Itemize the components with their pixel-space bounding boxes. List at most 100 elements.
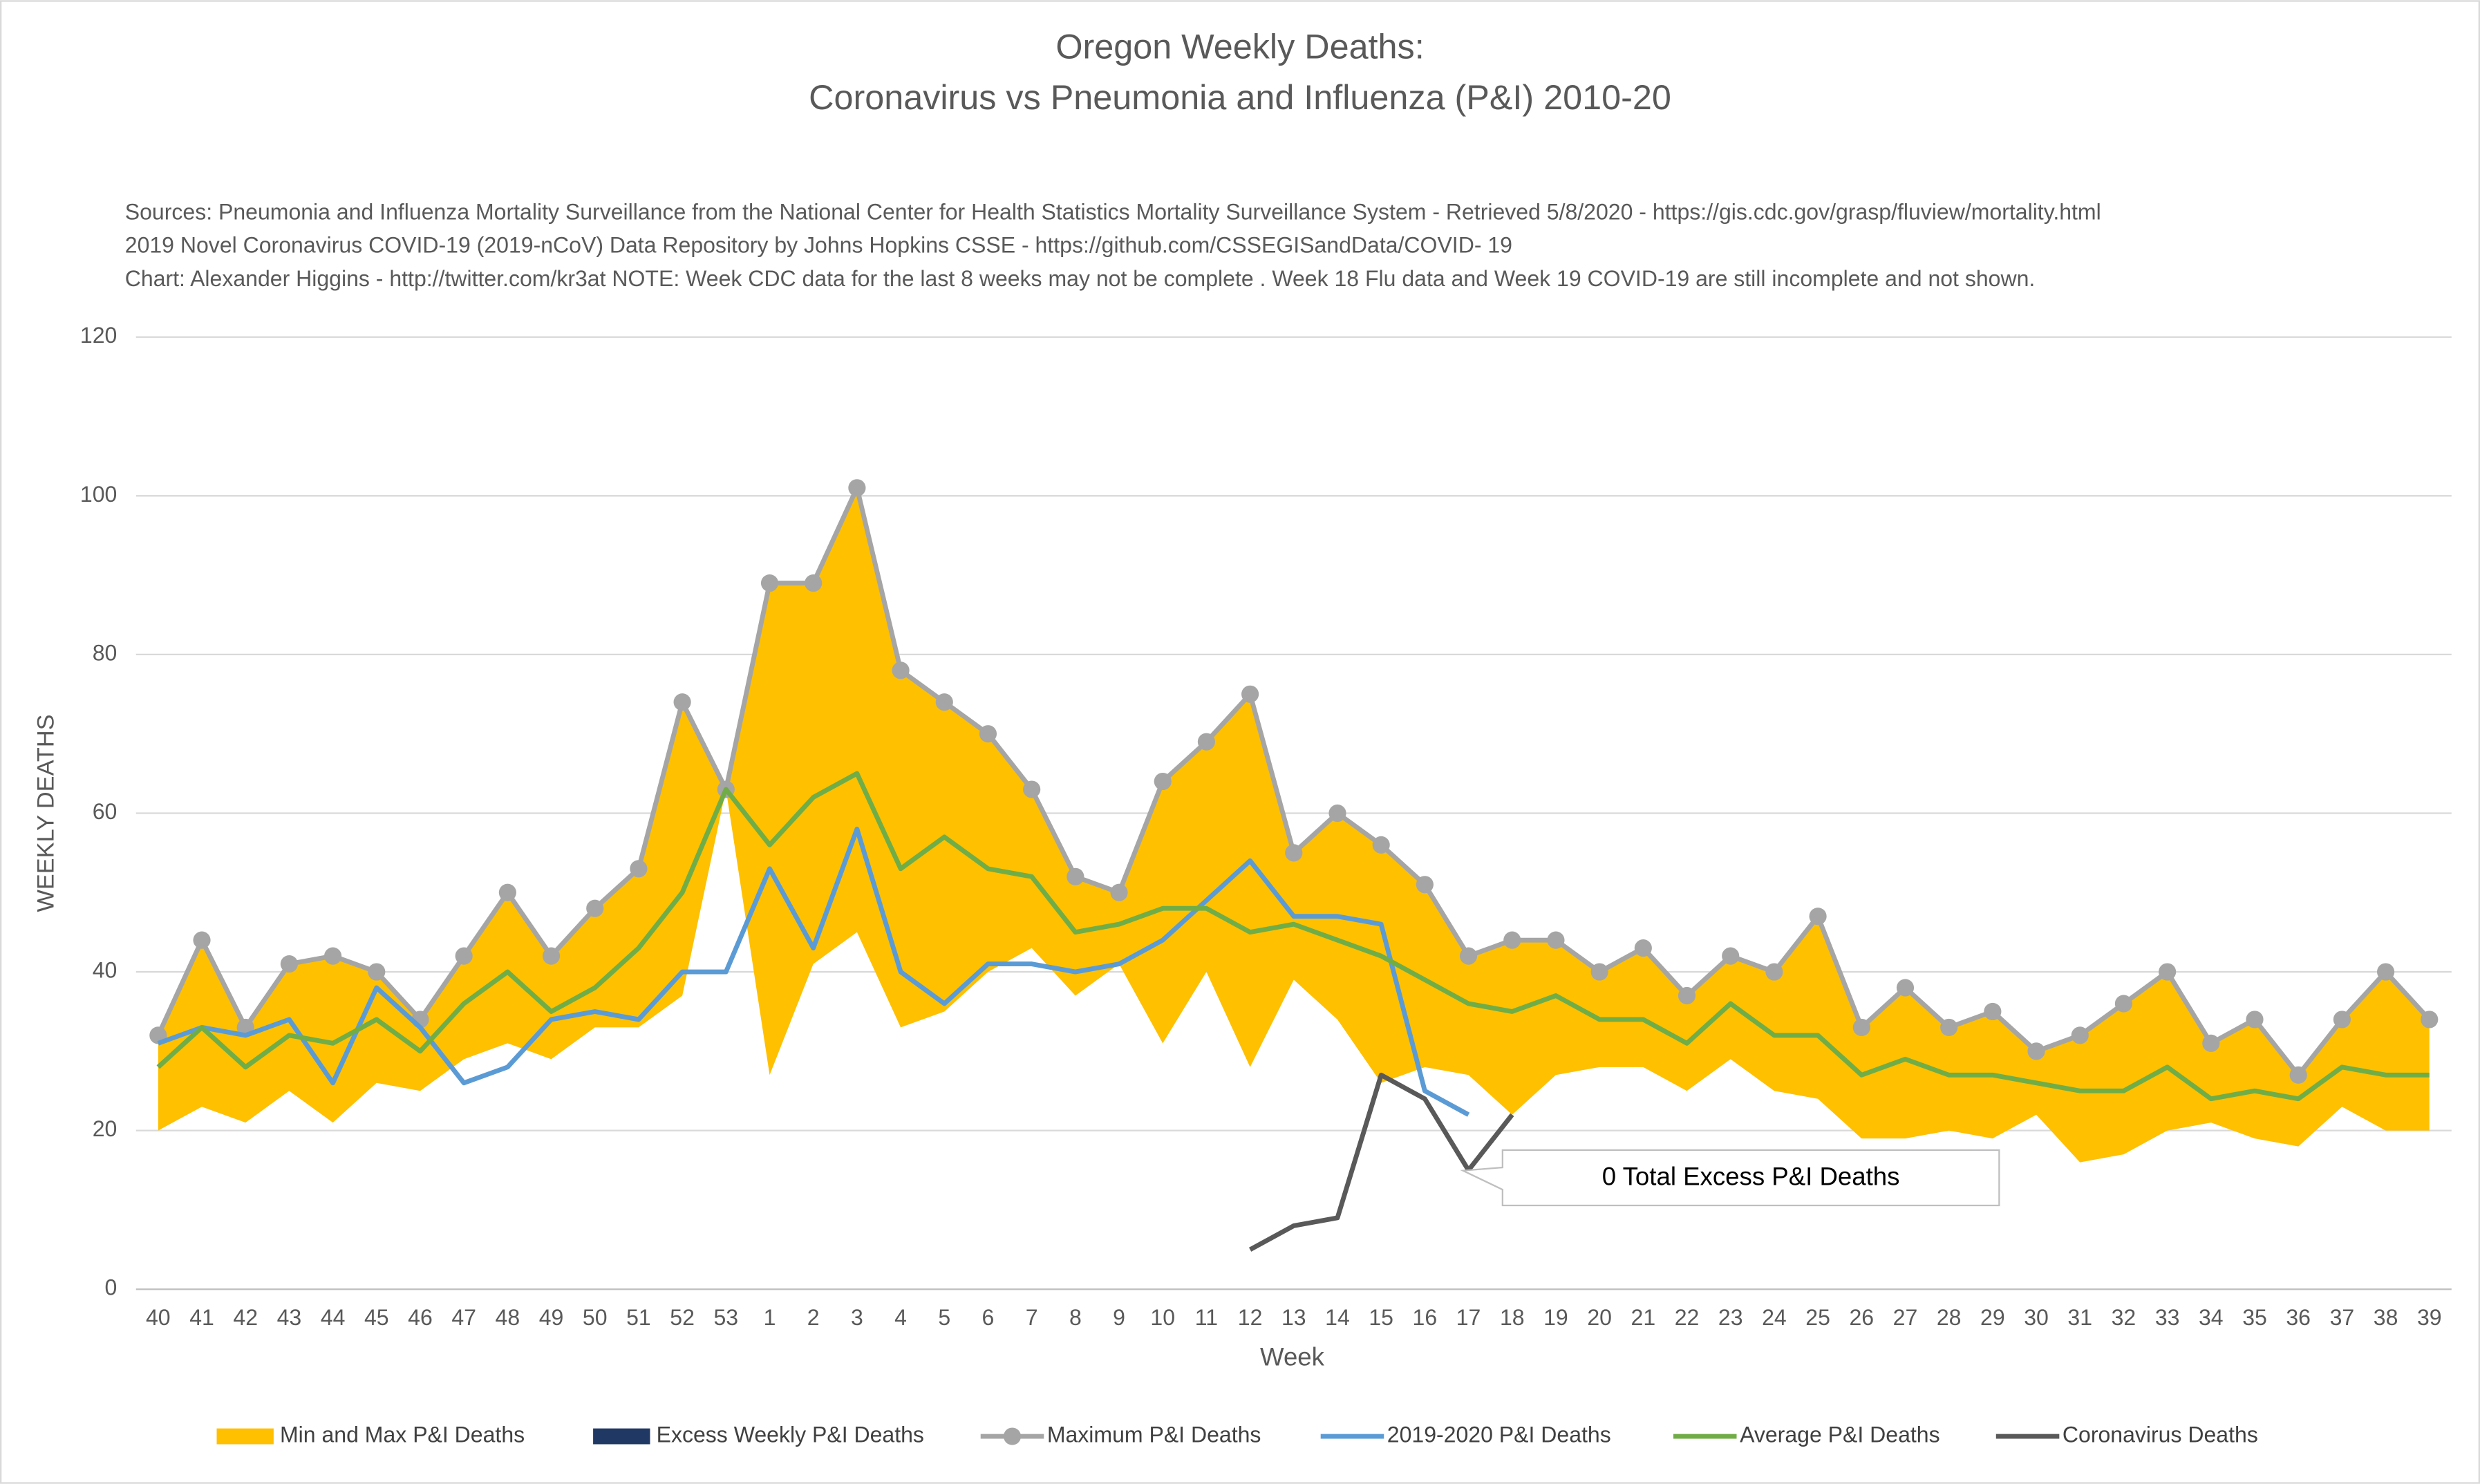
x-tick-label: 49 bbox=[539, 1305, 564, 1330]
marker bbox=[324, 947, 342, 965]
x-tick-label: 34 bbox=[2199, 1305, 2224, 1330]
marker bbox=[2421, 1011, 2439, 1029]
legend-swatch bbox=[593, 1428, 650, 1445]
y-tick-label: 80 bbox=[93, 640, 118, 665]
x-tick-label: 42 bbox=[233, 1305, 258, 1330]
legend-label: 2019-2020 P&I Deaths bbox=[1387, 1422, 1611, 1447]
x-axis-label: Week bbox=[1260, 1343, 1325, 1371]
marker bbox=[1416, 876, 1434, 894]
x-tick-label: 7 bbox=[1026, 1305, 1038, 1330]
marker bbox=[1197, 733, 1216, 751]
marker bbox=[1503, 931, 1521, 949]
x-tick-label: 32 bbox=[2112, 1305, 2136, 1330]
marker bbox=[2333, 1011, 2351, 1029]
x-tick-label: 33 bbox=[2155, 1305, 2180, 1330]
legend-marker bbox=[1003, 1427, 1022, 1445]
y-axis-label: WEEKLY DEATHS bbox=[33, 714, 59, 912]
x-tick-label: 44 bbox=[321, 1305, 346, 1330]
marker bbox=[848, 479, 866, 497]
x-tick-label: 40 bbox=[146, 1305, 171, 1330]
x-tick-label: 18 bbox=[1500, 1305, 1525, 1330]
marker bbox=[630, 860, 648, 878]
x-tick-label: 37 bbox=[2330, 1305, 2355, 1330]
marker bbox=[2289, 1066, 2307, 1084]
x-tick-label: 45 bbox=[364, 1305, 389, 1330]
x-tick-label: 27 bbox=[1893, 1305, 1918, 1330]
marker bbox=[805, 574, 823, 592]
y-tick-label: 120 bbox=[80, 323, 117, 348]
x-tick-label: 39 bbox=[2417, 1305, 2442, 1330]
marker bbox=[2027, 1042, 2045, 1060]
marker bbox=[2202, 1034, 2220, 1052]
marker bbox=[2159, 963, 2177, 981]
marker bbox=[935, 693, 953, 711]
x-tick-label: 35 bbox=[2242, 1305, 2267, 1330]
x-tick-label: 47 bbox=[451, 1305, 476, 1330]
marker bbox=[280, 955, 298, 973]
series-line bbox=[156, 771, 2430, 1102]
x-tick-label: 24 bbox=[1762, 1305, 1787, 1330]
marker bbox=[1285, 844, 1303, 862]
marker bbox=[1328, 804, 1346, 823]
x-tick-label: 53 bbox=[714, 1305, 739, 1330]
x-tick-label: 36 bbox=[2286, 1305, 2311, 1330]
x-tick-label: 31 bbox=[2067, 1305, 2092, 1330]
x-tick-label: 6 bbox=[982, 1305, 995, 1330]
marker bbox=[2376, 963, 2395, 981]
marker bbox=[1765, 963, 1783, 981]
x-tick-label: 14 bbox=[1325, 1305, 1350, 1330]
x-tick-label: 43 bbox=[277, 1305, 302, 1330]
x-tick-label: 8 bbox=[1069, 1305, 1082, 1330]
x-tick-label: 41 bbox=[189, 1305, 214, 1330]
chart-title: Oregon Weekly Deaths: bbox=[1055, 27, 1424, 66]
legend-swatch bbox=[216, 1428, 274, 1445]
marker bbox=[455, 947, 473, 965]
x-tick-label: 51 bbox=[626, 1305, 651, 1330]
marker bbox=[542, 947, 561, 965]
marker bbox=[1154, 772, 1172, 791]
legend-label: Average P&I Deaths bbox=[1740, 1422, 1940, 1447]
marker bbox=[673, 693, 691, 711]
x-tick-label: 20 bbox=[1587, 1305, 1612, 1330]
x-tick-label: 17 bbox=[1456, 1305, 1481, 1330]
x-tick-label: 19 bbox=[1543, 1305, 1568, 1330]
y-tick-label: 0 bbox=[105, 1275, 118, 1300]
legend: Min and Max P&I Deaths Excess Weekly P&I … bbox=[216, 1422, 2258, 1447]
marker bbox=[1634, 939, 1652, 957]
chart-title: Coronavirus vs Pneumonia and Influenza (… bbox=[809, 77, 1671, 117]
y-tick-label: 100 bbox=[80, 482, 117, 507]
legend-label: Coronavirus Deaths bbox=[2063, 1422, 2258, 1447]
x-tick-label: 16 bbox=[1413, 1305, 1438, 1330]
x-tick-label: 3 bbox=[851, 1305, 863, 1330]
subtitle: Chart: Alexander Higgins - http://twitte… bbox=[125, 266, 2036, 291]
x-tick-label: 26 bbox=[1849, 1305, 1874, 1330]
marker bbox=[2246, 1011, 2264, 1029]
marker bbox=[1547, 931, 1565, 949]
series-line bbox=[157, 826, 1470, 1117]
x-tick-label: 28 bbox=[1937, 1305, 1962, 1330]
marker bbox=[1459, 947, 1478, 965]
marker bbox=[1590, 963, 1608, 981]
marker bbox=[2071, 1026, 2089, 1044]
x-tick-label: 12 bbox=[1238, 1305, 1263, 1330]
y-tick-label: 40 bbox=[93, 958, 118, 983]
annotation: 0 Total Excess P&I Deaths bbox=[1460, 1149, 2000, 1207]
callout-box bbox=[1460, 1149, 2000, 1207]
x-tick-label: 15 bbox=[1369, 1305, 1393, 1330]
marker bbox=[1067, 867, 1084, 885]
marker bbox=[1372, 836, 1390, 854]
x-tick-label: 52 bbox=[670, 1305, 695, 1330]
x-tick-label: 10 bbox=[1150, 1305, 1175, 1330]
x-tick-label: 11 bbox=[1195, 1305, 1218, 1330]
x-tick-label: 46 bbox=[408, 1305, 433, 1330]
x-tick-label: 38 bbox=[2374, 1305, 2398, 1330]
legend-label: Min and Max P&I Deaths bbox=[280, 1422, 525, 1447]
subtitle: 2019 Novel Coronavirus COVID-19 (2019-nC… bbox=[125, 233, 1512, 258]
marker bbox=[2114, 995, 2133, 1013]
y-tick-label: 20 bbox=[93, 1116, 118, 1141]
x-tick-label: 30 bbox=[2024, 1305, 2049, 1330]
marker bbox=[1852, 1018, 1870, 1037]
marker bbox=[1940, 1018, 1958, 1037]
marker bbox=[193, 931, 211, 949]
